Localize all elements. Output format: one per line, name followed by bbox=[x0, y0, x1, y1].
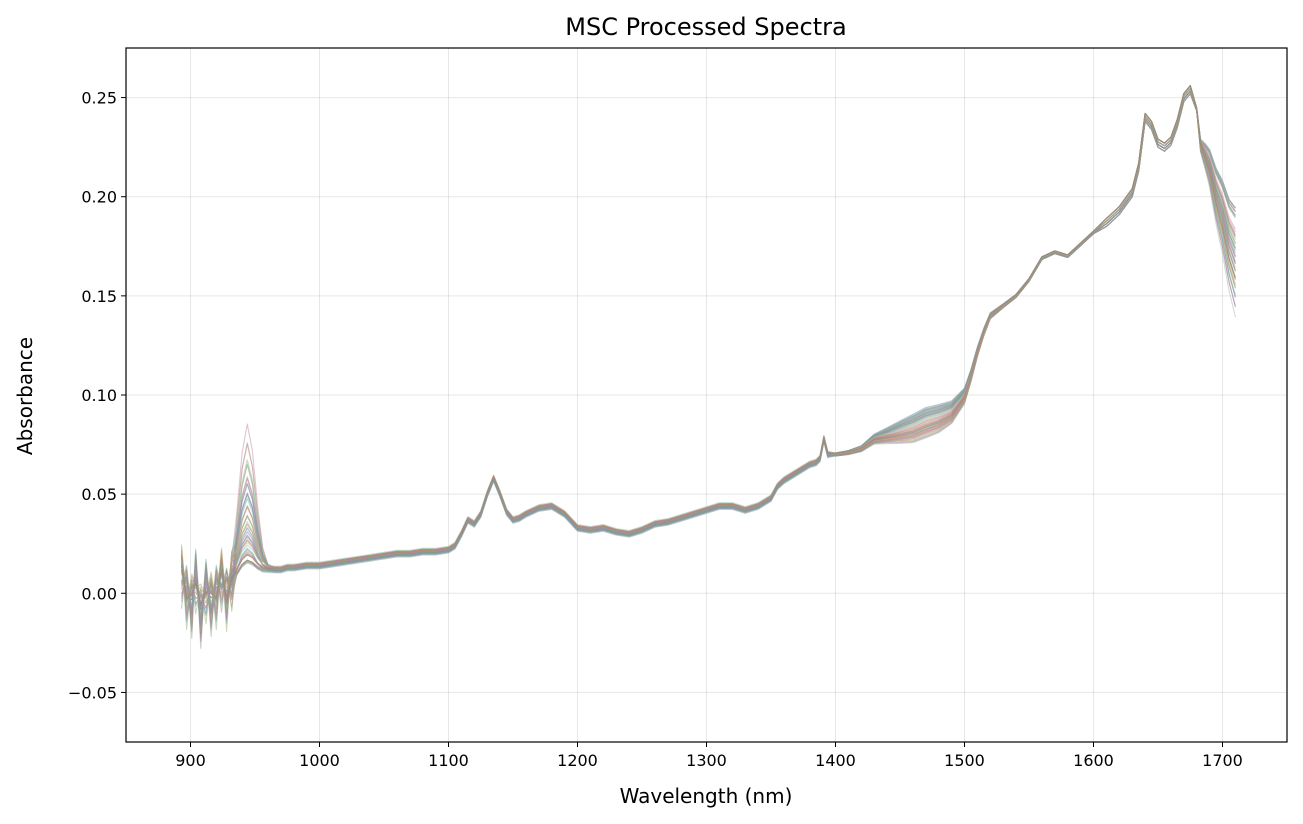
spectra-series bbox=[180, 85, 1236, 649]
y-axis-ticks: −0.05 0.00 0.05 0.10 0.15 0.20 0.25 bbox=[68, 89, 126, 702]
y-tick-label: 0.00 bbox=[81, 584, 117, 603]
x-axis-ticks: 900 1000 1100 1200 1300 1400 1500 1600 1700 bbox=[175, 742, 1243, 770]
y-tick-label: 0.25 bbox=[81, 89, 117, 108]
x-tick-label: 1700 bbox=[1202, 751, 1243, 770]
spectrum-line bbox=[181, 87, 1236, 625]
y-tick-label: 0.15 bbox=[81, 287, 117, 306]
x-tick-label: 1000 bbox=[299, 751, 340, 770]
spectrum-line bbox=[180, 85, 1236, 607]
y-tick-label: 0.10 bbox=[81, 386, 117, 405]
x-tick-label: 900 bbox=[175, 751, 206, 770]
y-tick-label: 0.05 bbox=[81, 485, 117, 504]
y-tick-label: −0.05 bbox=[68, 683, 117, 702]
spectrum-line bbox=[181, 87, 1236, 622]
grid-lines bbox=[126, 48, 1287, 742]
x-tick-label: 1400 bbox=[815, 751, 856, 770]
spectrum-line bbox=[181, 93, 1236, 621]
x-tick-label: 1100 bbox=[428, 751, 469, 770]
x-tick-label: 1200 bbox=[557, 751, 598, 770]
x-axis-label: Wavelength (nm) bbox=[620, 784, 793, 808]
x-tick-label: 1600 bbox=[1073, 751, 1114, 770]
y-axis-label: Absorbance bbox=[13, 337, 37, 455]
x-tick-label: 1300 bbox=[686, 751, 727, 770]
x-tick-label: 1500 bbox=[944, 751, 985, 770]
chart-title: MSC Processed Spectra bbox=[565, 13, 846, 41]
spectrum-line bbox=[181, 93, 1236, 623]
y-tick-label: 0.20 bbox=[81, 188, 117, 207]
